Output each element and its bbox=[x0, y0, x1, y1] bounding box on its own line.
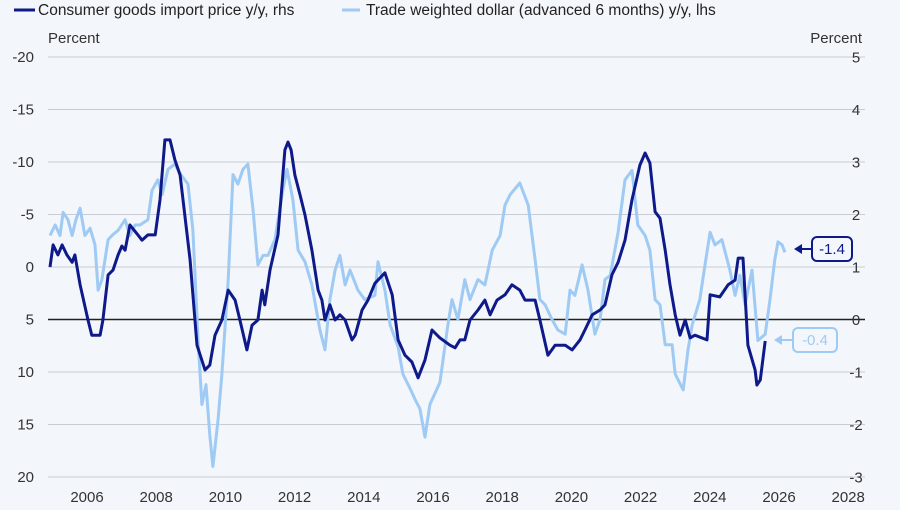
right-tick-label: -3 bbox=[849, 470, 862, 487]
left-tick-label: -5 bbox=[21, 207, 34, 224]
legend-label-light: Trade weighted dollar (advanced 6 months… bbox=[366, 2, 716, 19]
series-line-trade-weighted-dollar bbox=[48, 162, 787, 468]
annotation-box bbox=[792, 327, 838, 353]
annotation-light-end: -1.4 bbox=[794, 236, 853, 262]
right-tick-label: -2 bbox=[849, 417, 862, 434]
x-tick-label: 2008 bbox=[140, 489, 173, 506]
x-tick-label: 2026 bbox=[762, 489, 795, 506]
left-tick-label: -10 bbox=[12, 154, 34, 171]
right-axis-label: Percent bbox=[810, 30, 863, 47]
annotation-label: -0.4 bbox=[802, 332, 828, 349]
left-tick-label: 15 bbox=[17, 417, 34, 434]
x-tick-label: 2024 bbox=[693, 489, 726, 506]
legend: Consumer goods import price y/y, rhs Tra… bbox=[14, 2, 716, 19]
left-tick-label: -15 bbox=[12, 102, 34, 119]
series-lines bbox=[48, 138, 787, 468]
left-tick-label: 5 bbox=[26, 312, 34, 329]
x-tick-label: 2012 bbox=[278, 489, 311, 506]
x-tick-label: 2028 bbox=[832, 489, 865, 506]
left-tick-label: 20 bbox=[17, 469, 34, 486]
left-tick-label: 0 bbox=[26, 259, 34, 276]
left-axis-label: Percent bbox=[48, 30, 101, 47]
annotation-box bbox=[811, 236, 853, 262]
right-tick-label: -1 bbox=[849, 365, 862, 382]
right-tick-label: 2 bbox=[852, 207, 860, 224]
x-tick-label: 2018 bbox=[486, 489, 519, 506]
right-tick-label: 1 bbox=[852, 260, 860, 277]
x-tick-label: 2010 bbox=[209, 489, 242, 506]
annotation-label: -1.4 bbox=[819, 241, 845, 258]
arrowhead-icon bbox=[794, 244, 802, 254]
right-tick-label: 4 bbox=[852, 102, 860, 119]
right-tick-label: 5 bbox=[852, 50, 860, 67]
legend-label-dark: Consumer goods import price y/y, rhs bbox=[38, 2, 295, 19]
right-tick-label: 3 bbox=[852, 155, 860, 172]
left-tick-label: 10 bbox=[17, 364, 34, 381]
x-tick-label: 2016 bbox=[416, 489, 449, 506]
right-tick-label: 0 bbox=[852, 312, 860, 329]
left-tick-label: -20 bbox=[12, 49, 34, 66]
series-line-import-price bbox=[48, 138, 767, 387]
x-tick-label: 2020 bbox=[555, 489, 588, 506]
x-tick-label: 2022 bbox=[624, 489, 657, 506]
annotation-dark-end: -0.4 bbox=[774, 327, 838, 353]
x-tick-label: 2014 bbox=[347, 489, 380, 506]
arrowhead-icon bbox=[774, 335, 782, 345]
x-tick-label: 2006 bbox=[70, 489, 103, 506]
